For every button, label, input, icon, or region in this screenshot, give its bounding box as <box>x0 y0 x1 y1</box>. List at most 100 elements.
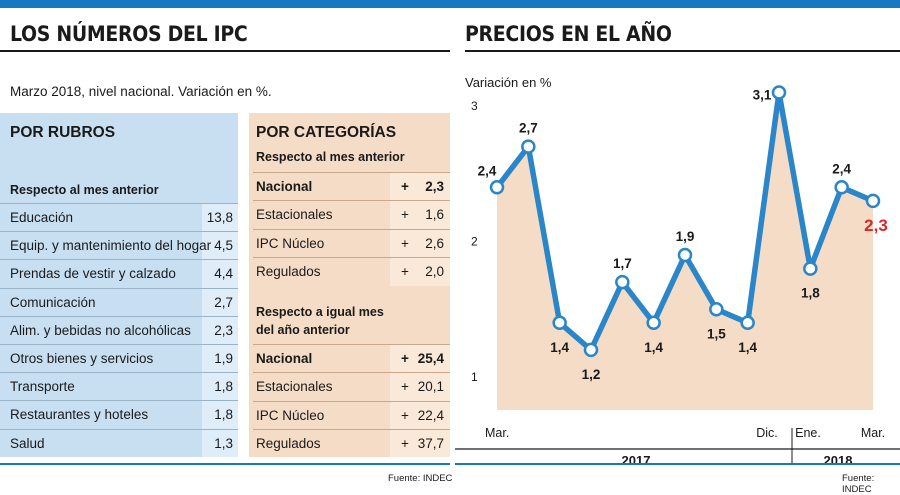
rubros-values-column <box>202 203 238 457</box>
precios-section-title: PRECIOS EN EL AÑO <box>465 22 672 46</box>
rubros-row-value: 1,3 <box>214 435 233 451</box>
categorias-row-label: Estacionales <box>256 379 333 395</box>
year-label: 2017 <box>622 453 651 465</box>
rubros-row-label: Otros bienes y servicios <box>10 351 154 366</box>
data-point <box>521 139 536 154</box>
categorias-row: Regulados +37,7 <box>253 428 450 457</box>
ipc-title-underline <box>0 50 450 52</box>
rubros-row: Educación 13,8 <box>0 203 238 231</box>
data-label: 2,4 <box>832 161 851 176</box>
data-label: 2,7 <box>519 121 538 136</box>
data-label: 1,5 <box>707 326 726 341</box>
rubros-row-value: 1,8 <box>214 379 233 395</box>
y-tick-label: 3 <box>471 99 478 113</box>
rubros-row: Comunicación 2,7 <box>0 287 238 316</box>
rubros-row-value: 4,5 <box>214 238 233 254</box>
data-point <box>740 315 755 331</box>
x-tick-label: Mar. <box>861 426 885 440</box>
rubros-row-value: 1,9 <box>214 351 233 366</box>
categorias-row-label: IPC Núcleo <box>256 235 325 251</box>
categorias-row-sign: + <box>401 351 409 366</box>
data-point <box>677 247 693 263</box>
categorias-row-value: 25,4 <box>417 351 444 366</box>
rubros-row-label: Salud <box>10 435 45 451</box>
categorias-row-sign: + <box>401 407 409 423</box>
categorias-row-value: 37,7 <box>417 435 444 451</box>
categorias-values-column-2 <box>390 344 450 457</box>
rubros-row-label: Restaurantes y hoteles <box>10 407 149 423</box>
rubros-row-value: 4,4 <box>214 266 233 282</box>
ipc-subtitle: Marzo 2018, nivel nacional. Variación en… <box>10 84 272 99</box>
ipc-source: Fuente: INDEC <box>388 473 453 484</box>
categorias-row: IPC Núcleo +2,6 <box>253 228 450 257</box>
data-label: 1,8 <box>801 286 820 301</box>
rubros-row: Prendas de vestir y calzado 4,4 <box>0 259 238 287</box>
x-tick-label: Dic. <box>756 426 778 440</box>
rubros-row-label: Alim. y bebidas no alcohólicas <box>10 322 191 338</box>
rubros-row-label: Prendas de vestir y calzado <box>10 266 176 282</box>
categorias-row-label: Estacionales <box>256 207 333 223</box>
categorias-row-label: Nacional <box>256 351 313 366</box>
y-tick-label: 1 <box>471 370 478 384</box>
data-point <box>646 315 661 331</box>
data-point <box>865 193 881 209</box>
rubros-row-label: Comunicación <box>10 294 96 310</box>
categorias-row-label: Regulados <box>256 435 321 451</box>
data-point <box>552 315 567 331</box>
rubros-row: Restaurantes y hoteles 1,8 <box>0 400 238 428</box>
rubros-subtitle: Respecto al mes anterior <box>10 183 159 197</box>
categorias-row-label: Nacional <box>256 179 313 194</box>
categorias-row-sign: + <box>401 235 409 251</box>
rubros-row: Salud 1,3 <box>0 428 238 457</box>
rubros-title: POR RUBROS <box>10 124 116 141</box>
categorias-row: Nacional +25,4 <box>253 344 450 372</box>
categorias-row-label: IPC Núcleo <box>256 407 325 423</box>
x-tick-label: Mar. <box>485 426 509 440</box>
data-point <box>615 274 630 290</box>
precios-bottom-line <box>455 463 900 465</box>
rubros-row: Equip. y mantenimiento del hogar 4,5 <box>0 231 238 259</box>
data-point <box>583 342 599 358</box>
y-tick-label: 2 <box>471 235 478 249</box>
rubros-row-value: 13,8 <box>206 210 233 225</box>
year-label: 2018 <box>824 453 853 465</box>
categorias-row: Nacional +2,3 <box>253 172 450 200</box>
categorias-row-label: Regulados <box>256 263 321 279</box>
rubros-row-label: Transporte <box>10 379 75 395</box>
data-label: 3,1 <box>753 87 772 102</box>
categorias-row-value: 20,1 <box>417 379 444 395</box>
categorias-row-value: 2,3 <box>425 179 444 194</box>
rubros-row: Alim. y bebidas no alcohólicas 2,3 <box>0 315 238 344</box>
categorias-subtitle-1: Respecto al mes anterior <box>256 150 405 164</box>
categorias-row-value: 1,6 <box>425 207 444 223</box>
rubros-row-label: Equip. y mantenimiento del hogar <box>10 238 212 254</box>
data-label: 1,9 <box>676 229 695 244</box>
data-label: 2,3 <box>864 216 888 235</box>
data-label: 1,7 <box>613 256 632 271</box>
categorias-row: Estacionales +20,1 <box>253 372 450 400</box>
rubros-row: Otros bienes y servicios 1,9 <box>0 344 238 372</box>
categorias-row-value: 22,4 <box>417 407 444 423</box>
chart-area <box>497 92 873 410</box>
top-accent-bar <box>0 0 900 8</box>
categorias-row-sign: + <box>401 435 409 451</box>
categorias-row: Estacionales +1,6 <box>253 200 450 228</box>
data-label: 1,4 <box>644 340 663 355</box>
precios-title-underline <box>465 50 900 52</box>
ipc-section-title: LOS NÚMEROS DEL IPC <box>10 22 248 46</box>
categorias-row: IPC Núcleo +22,4 <box>253 400 450 429</box>
data-point <box>834 180 849 195</box>
data-point <box>489 180 505 195</box>
data-label: 2,4 <box>478 163 497 178</box>
precios-source: Fuente: INDEC <box>842 473 875 495</box>
categorias-row-sign: + <box>401 263 409 279</box>
precios-line-chart: 1 2 3 2,4 2,7 1,4 1,2 1,7 1,4 1,9 1,5 1,4 3,1 1,8 2,4 2… <box>455 85 900 465</box>
data-point <box>803 261 818 276</box>
categorias-row-sign: + <box>401 379 409 395</box>
data-label: 1,2 <box>582 367 601 382</box>
data-label: 1,4 <box>738 340 757 355</box>
rubros-panel <box>0 113 238 457</box>
categorias-row-sign: + <box>401 179 409 194</box>
data-label: 1,4 <box>550 340 569 355</box>
rubros-row-label: Educación <box>10 210 74 225</box>
